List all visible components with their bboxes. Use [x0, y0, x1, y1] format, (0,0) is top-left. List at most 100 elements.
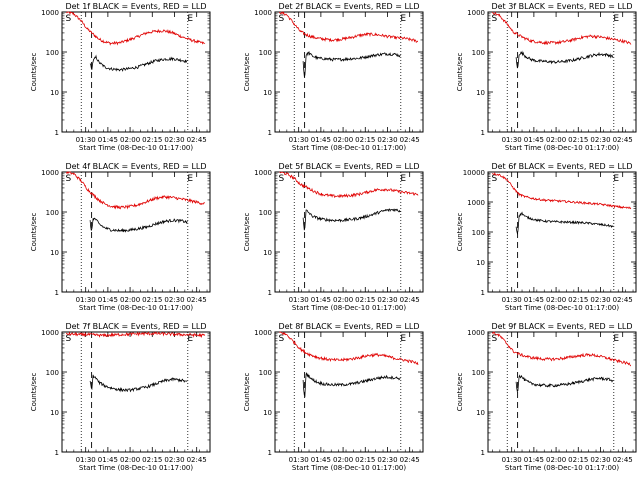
x-tick-label: 02:15 — [568, 136, 588, 144]
x-tick-label: 02:15 — [142, 136, 162, 144]
y-axis-label: Counts/sec — [243, 213, 251, 252]
x-axis-label: Start Time (08-Dec-10 01:17:00) — [292, 464, 406, 472]
panel-title: Det 5f BLACK = Events, RED = LLD — [278, 162, 419, 171]
panel-title: Det 3f BLACK = Events, RED = LLD — [491, 2, 632, 11]
panel-title: Det 2f BLACK = Events, RED = LLD — [278, 2, 419, 11]
x-tick-label: 02:00 — [120, 296, 140, 304]
x-tick-label: 01:30 — [502, 136, 522, 144]
y-tick-label: 1 — [268, 289, 272, 297]
y-tick-label: 1 — [55, 449, 59, 457]
panel-title: Det 8f BLACK = Events, RED = LLD — [278, 322, 419, 331]
x-tick-label: 01:30 — [76, 296, 96, 304]
lld-series-line — [66, 331, 206, 339]
y-tick-label: 1000 — [41, 329, 59, 337]
x-axis-label: Start Time (08-Dec-10 01:17:00) — [292, 304, 406, 312]
x-axis-label: Start Time (08-Dec-10 01:17:00) — [292, 144, 406, 152]
x-tick-label: 01:30 — [76, 456, 96, 464]
plot-frame — [274, 11, 424, 133]
x-tick-label: 01:30 — [76, 136, 96, 144]
y-tick-label: 100 — [472, 49, 485, 57]
events-series-line — [302, 50, 401, 78]
events-series-line — [515, 211, 614, 235]
x-tick-label: 01:45 — [98, 456, 118, 464]
x-tick-label: 02:15 — [355, 456, 375, 464]
y-tick-label: 1000 — [41, 9, 59, 17]
y-tick-label: 100 — [46, 369, 59, 377]
x-tick-label: 02:45 — [613, 296, 633, 304]
panel-title: Det 1f BLACK = Events, RED = LLD — [65, 2, 206, 11]
x-tick-label: 02:30 — [590, 296, 610, 304]
y-tick-label: 100 — [472, 229, 485, 237]
plot-frame — [487, 331, 637, 453]
y-axis-label: Counts/sec — [30, 213, 38, 252]
start-marker-label: S — [65, 14, 71, 24]
x-tick-label: 02:30 — [164, 136, 184, 144]
x-tick-label: 01:45 — [98, 296, 118, 304]
y-tick-label: 100 — [259, 369, 272, 377]
x-tick-label: 02:30 — [590, 136, 610, 144]
panel-det-7: Det 7f BLACK = Events, RED = LLD 1 10 100 10… — [30, 322, 211, 472]
y-tick-label: 1000 — [467, 199, 485, 207]
lld-series-line — [66, 171, 206, 210]
end-marker-label: E — [400, 174, 406, 184]
y-tick-label: 1000 — [254, 169, 272, 177]
start-marker-label: S — [278, 174, 284, 184]
plot-frame — [61, 11, 211, 133]
x-axis-label: Start Time (08-Dec-10 01:17:00) — [505, 304, 619, 312]
y-tick-label: 1000 — [254, 9, 272, 17]
y-tick-label: 10 — [476, 259, 485, 267]
y-tick-label: 1 — [481, 289, 485, 297]
y-tick-label: 100 — [259, 209, 272, 217]
y-tick-label: 10 — [50, 249, 59, 257]
plot-frame — [487, 11, 637, 133]
x-tick-label: 02:15 — [142, 456, 162, 464]
x-axis-label: Start Time (08-Dec-10 01:17:00) — [79, 144, 193, 152]
x-tick-label: 02:30 — [164, 456, 184, 464]
events-series-line — [515, 50, 614, 69]
x-tick-label: 02:15 — [355, 296, 375, 304]
plot-frame — [274, 331, 424, 453]
x-tick-label: 02:00 — [120, 456, 140, 464]
x-tick-label: 02:45 — [400, 296, 420, 304]
y-tick-label: 100 — [472, 369, 485, 377]
y-tick-label: 1 — [55, 129, 59, 137]
y-tick-label: 10 — [263, 249, 272, 257]
y-tick-label: 1 — [481, 129, 485, 137]
x-tick-label: 02:45 — [187, 456, 207, 464]
plot-frame — [274, 171, 424, 293]
x-tick-label: 01:45 — [524, 296, 544, 304]
lld-series-line — [492, 11, 632, 46]
x-tick-label: 02:45 — [187, 136, 207, 144]
y-tick-label: 10 — [50, 409, 59, 417]
x-tick-label: 02:45 — [400, 136, 420, 144]
panel-det-3: Det 3f BLACK = Events, RED = LLD 1 10 100 10… — [456, 2, 637, 152]
y-tick-label: 1 — [55, 289, 59, 297]
y-tick-label: 1000 — [467, 329, 485, 337]
events-series-line — [89, 374, 188, 393]
events-series-line — [89, 217, 188, 233]
y-axis-label: Counts/sec — [30, 53, 38, 92]
panel-det-4: Det 4f BLACK = Events, RED = LLD 1 10 100 10… — [30, 162, 211, 312]
x-tick-label: 02:00 — [333, 296, 353, 304]
x-tick-label: 02:00 — [333, 136, 353, 144]
panel-det-2: Det 2f BLACK = Events, RED = LLD 1 10 100 10… — [243, 2, 424, 152]
events-series-line — [302, 372, 401, 398]
x-tick-label: 02:15 — [355, 136, 375, 144]
y-tick-label: 10 — [263, 409, 272, 417]
lld-series-line — [279, 331, 419, 366]
start-marker-label: S — [65, 334, 71, 344]
x-tick-label: 02:15 — [568, 456, 588, 464]
x-axis-label: Start Time (08-Dec-10 01:17:00) — [505, 464, 619, 472]
x-tick-label: 02:45 — [613, 456, 633, 464]
x-tick-label: 01:45 — [524, 136, 544, 144]
lld-series-line — [279, 171, 419, 198]
panel-title: Det 9f BLACK = Events, RED = LLD — [491, 322, 632, 331]
lld-series-line — [492, 331, 632, 367]
y-axis-label: Counts/sec — [456, 373, 464, 412]
y-tick-label: 1 — [268, 449, 272, 457]
panel-det-5: Det 5f BLACK = Events, RED = LLD 1 10 100 10… — [243, 162, 424, 312]
end-marker-label: E — [187, 14, 193, 24]
lld-series-line — [279, 11, 419, 43]
y-axis-label: Counts/sec — [243, 373, 251, 412]
y-tick-label: 100 — [46, 209, 59, 217]
